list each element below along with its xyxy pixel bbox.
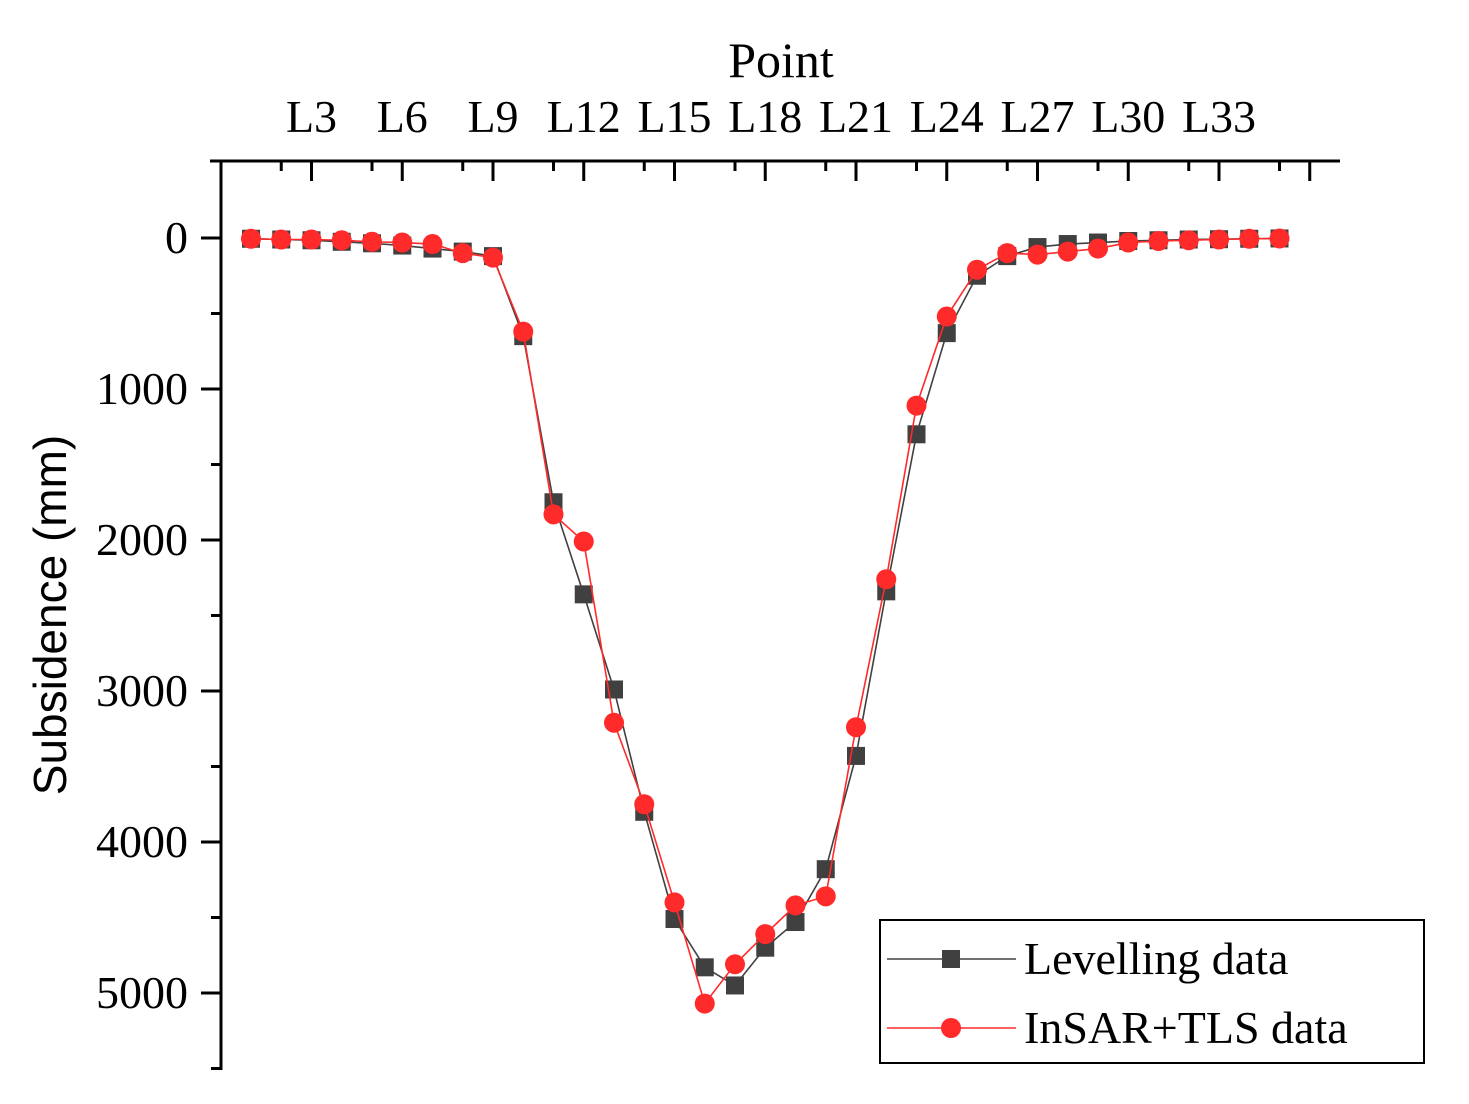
levelling-point bbox=[786, 913, 805, 932]
legend: Levelling data InSAR+TLS data bbox=[879, 919, 1425, 1064]
insar-tls-point bbox=[785, 895, 806, 916]
insar-tls-point bbox=[967, 259, 987, 280]
levelling-point bbox=[756, 938, 775, 957]
x-tick-label: L27 bbox=[1000, 91, 1074, 142]
legend-levelling-marker bbox=[942, 950, 960, 968]
x-tick-label: L30 bbox=[1091, 91, 1165, 142]
x-tick-label: L9 bbox=[467, 91, 518, 142]
insar-tls-point bbox=[543, 504, 564, 525]
insar-tls-point bbox=[664, 892, 685, 913]
insar-tls-point bbox=[1209, 229, 1229, 250]
insar-tls-point bbox=[331, 230, 352, 251]
series-insar-tls bbox=[241, 228, 1290, 1014]
insar-tls-point bbox=[271, 229, 292, 250]
insar-tls-point bbox=[422, 234, 443, 255]
y-tick-label: 2000 bbox=[96, 514, 188, 565]
levelling-point bbox=[665, 910, 684, 929]
legend-levelling-label: Levelling data bbox=[1024, 933, 1288, 984]
x-tick-labels: L3 L6 L9 L12 L15 L18 L21 L24 L27 L30 L33 bbox=[286, 91, 1256, 142]
insar-tls-point bbox=[634, 794, 655, 815]
insar-tls-point bbox=[876, 569, 897, 590]
y-tick-labels: 0 1000 2000 3000 4000 5000 bbox=[96, 212, 188, 1018]
insar-tls-point bbox=[694, 993, 715, 1014]
series-levelling bbox=[242, 229, 1289, 995]
insar-tls-point bbox=[755, 924, 776, 945]
series-line bbox=[250, 237, 1280, 987]
y-tick-label: 5000 bbox=[96, 967, 188, 1018]
insar-tls-point bbox=[301, 229, 322, 250]
insar-tls-point bbox=[1178, 230, 1199, 251]
x-axis-title: Point bbox=[728, 32, 834, 88]
insar-tls-point bbox=[936, 306, 957, 327]
series-line bbox=[250, 237, 1280, 1006]
x-tick-label: L18 bbox=[728, 91, 802, 142]
y-tick-label: 1000 bbox=[96, 363, 188, 414]
insar-tls-point bbox=[604, 712, 624, 733]
insar-tls-point bbox=[815, 886, 836, 907]
insar-tls-point bbox=[1239, 228, 1260, 249]
insar-tls-point bbox=[362, 231, 382, 252]
legend-insar-marker bbox=[941, 1018, 961, 1038]
insar-tls-point bbox=[452, 243, 473, 264]
y-ticks bbox=[201, 236, 221, 1070]
insar-tls-point bbox=[1088, 238, 1108, 259]
insar-tls-point bbox=[1027, 244, 1048, 265]
x-tick-label: L33 bbox=[1182, 91, 1256, 142]
levelling-point bbox=[726, 976, 744, 995]
x-tick-label: L3 bbox=[286, 91, 337, 142]
x-tick-label: L12 bbox=[547, 91, 621, 142]
insar-tls-point bbox=[846, 717, 866, 738]
insar-tls-point bbox=[1118, 232, 1139, 253]
x-tick-label: L21 bbox=[819, 91, 893, 142]
legend-box bbox=[879, 919, 1425, 1064]
levelling-point bbox=[695, 958, 714, 977]
insar-tls-point bbox=[573, 531, 594, 552]
y-tick-label: 0 bbox=[165, 212, 188, 263]
insar-tls-point bbox=[241, 228, 261, 249]
y-tick-label: 3000 bbox=[96, 665, 188, 716]
y-tick-label: 4000 bbox=[96, 816, 188, 867]
insar-tls-point bbox=[997, 243, 1018, 264]
levelling-point bbox=[574, 585, 593, 604]
legend-insar-label: InSAR+TLS data bbox=[1024, 1002, 1348, 1053]
x-tick-label: L24 bbox=[910, 91, 984, 142]
y-axis-title: Subsidence (mm) bbox=[24, 435, 76, 795]
insar-tls-point bbox=[392, 232, 413, 253]
data-series bbox=[241, 228, 1290, 1014]
x-tick-label: L15 bbox=[637, 91, 711, 142]
x-tick-label: L6 bbox=[377, 91, 428, 142]
insar-tls-point bbox=[513, 321, 534, 342]
insar-tls-point bbox=[725, 954, 745, 975]
insar-tls-point bbox=[1269, 228, 1290, 249]
insar-tls-point bbox=[1148, 231, 1169, 252]
insar-tls-point bbox=[483, 247, 503, 268]
x-ticks bbox=[279, 161, 1312, 181]
insar-tls-point bbox=[906, 395, 927, 416]
insar-tls-point bbox=[1057, 241, 1078, 262]
